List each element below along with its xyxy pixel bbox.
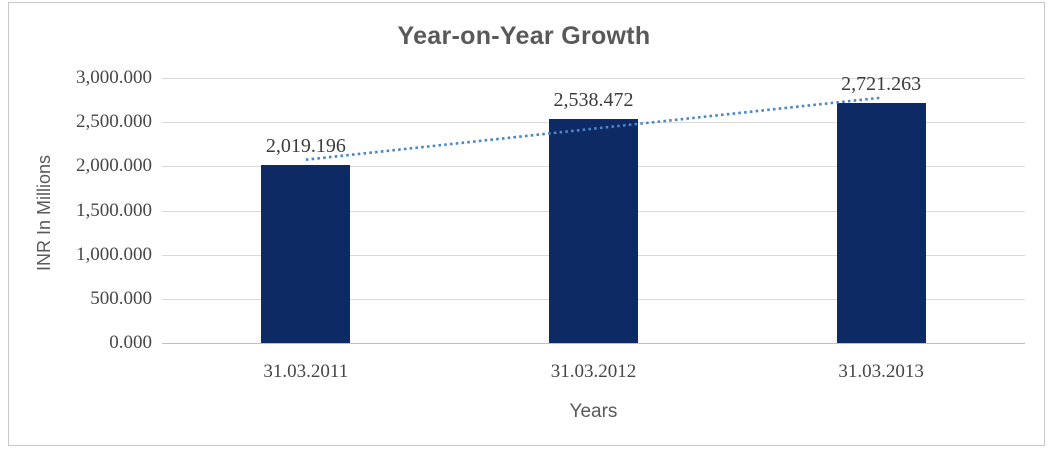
y-gridline xyxy=(162,78,1025,79)
x-tick-label: 31.03.2013 xyxy=(838,361,924,382)
y-tick-label: 0.000 xyxy=(109,332,152,353)
x-tick-label: 31.03.2012 xyxy=(550,361,637,382)
bar-value-label: 2,019.196 xyxy=(265,134,346,157)
y-tick-label: 1,000.000 xyxy=(76,244,152,265)
y-tick-label: 3,000.000 xyxy=(76,67,152,88)
y-tick-label: 1,500.000 xyxy=(76,200,152,221)
x-axis-title: Years xyxy=(569,401,618,422)
bar xyxy=(261,164,351,343)
x-axis-line xyxy=(162,343,1025,344)
bar xyxy=(836,102,926,343)
chart-title: Year-on-Year Growth xyxy=(397,22,651,50)
bar xyxy=(549,118,638,343)
bar-value-label: 2,538.472 xyxy=(553,88,634,111)
x-tick-label: 31.03.2011 xyxy=(263,361,349,382)
bar-value-label: 2,721.263 xyxy=(841,72,922,95)
y-tick-label: 2,500.000 xyxy=(76,111,152,132)
chart-frame xyxy=(8,2,1045,446)
y-tick-label: 2,000.000 xyxy=(76,155,152,176)
y-tick-label: 500.000 xyxy=(90,288,152,309)
